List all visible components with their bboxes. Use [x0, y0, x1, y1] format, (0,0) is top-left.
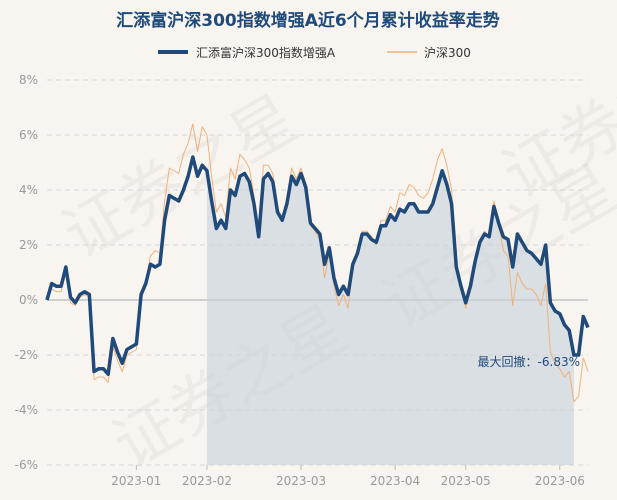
y-tick-label: 8% — [19, 73, 38, 87]
y-tick-label: -4% — [15, 403, 38, 417]
x-tick-label: 2023-03 — [276, 474, 326, 488]
x-tick-label: 2023-01 — [111, 474, 161, 488]
series-line-fund — [45, 155, 590, 376]
y-tick-label: 4% — [19, 183, 38, 197]
max-drawdown-annotation: 最大回撤：-6.83% — [478, 354, 580, 369]
drawdown-area — [206, 170, 574, 465]
x-axis: 2023-01 2023-02 2023-03 2023-04 2023-05 2023-… — [111, 465, 585, 488]
x-tick-label: 2023-02 — [182, 474, 232, 488]
y-tick-label: 2% — [19, 238, 38, 252]
x-tick-label: 2023-06 — [535, 474, 585, 488]
series-layer — [45, 123, 590, 403]
y-axis: 8% 6% 4% 2% 0% -2% -4% -6% — [15, 73, 38, 472]
legend-label-benchmark: 沪深300 — [424, 46, 471, 60]
y-tick-label: -2% — [15, 348, 38, 362]
y-tick-label: 6% — [19, 128, 38, 142]
drawdown-shade-area — [206, 170, 574, 465]
legend: 汇添富沪深300指数增强A 沪深300 — [158, 45, 471, 60]
y-tick-label: -6% — [15, 458, 38, 472]
x-tick-label: 2023-04 — [370, 474, 420, 488]
chart-title: 汇添富沪深300指数增强A近6个月累计收益率走势 — [116, 10, 499, 31]
x-tick-label: 2023-05 — [441, 474, 491, 488]
y-tick-label: 0% — [19, 293, 38, 307]
legend-label-fund: 汇添富沪深300指数增强A — [196, 45, 336, 60]
